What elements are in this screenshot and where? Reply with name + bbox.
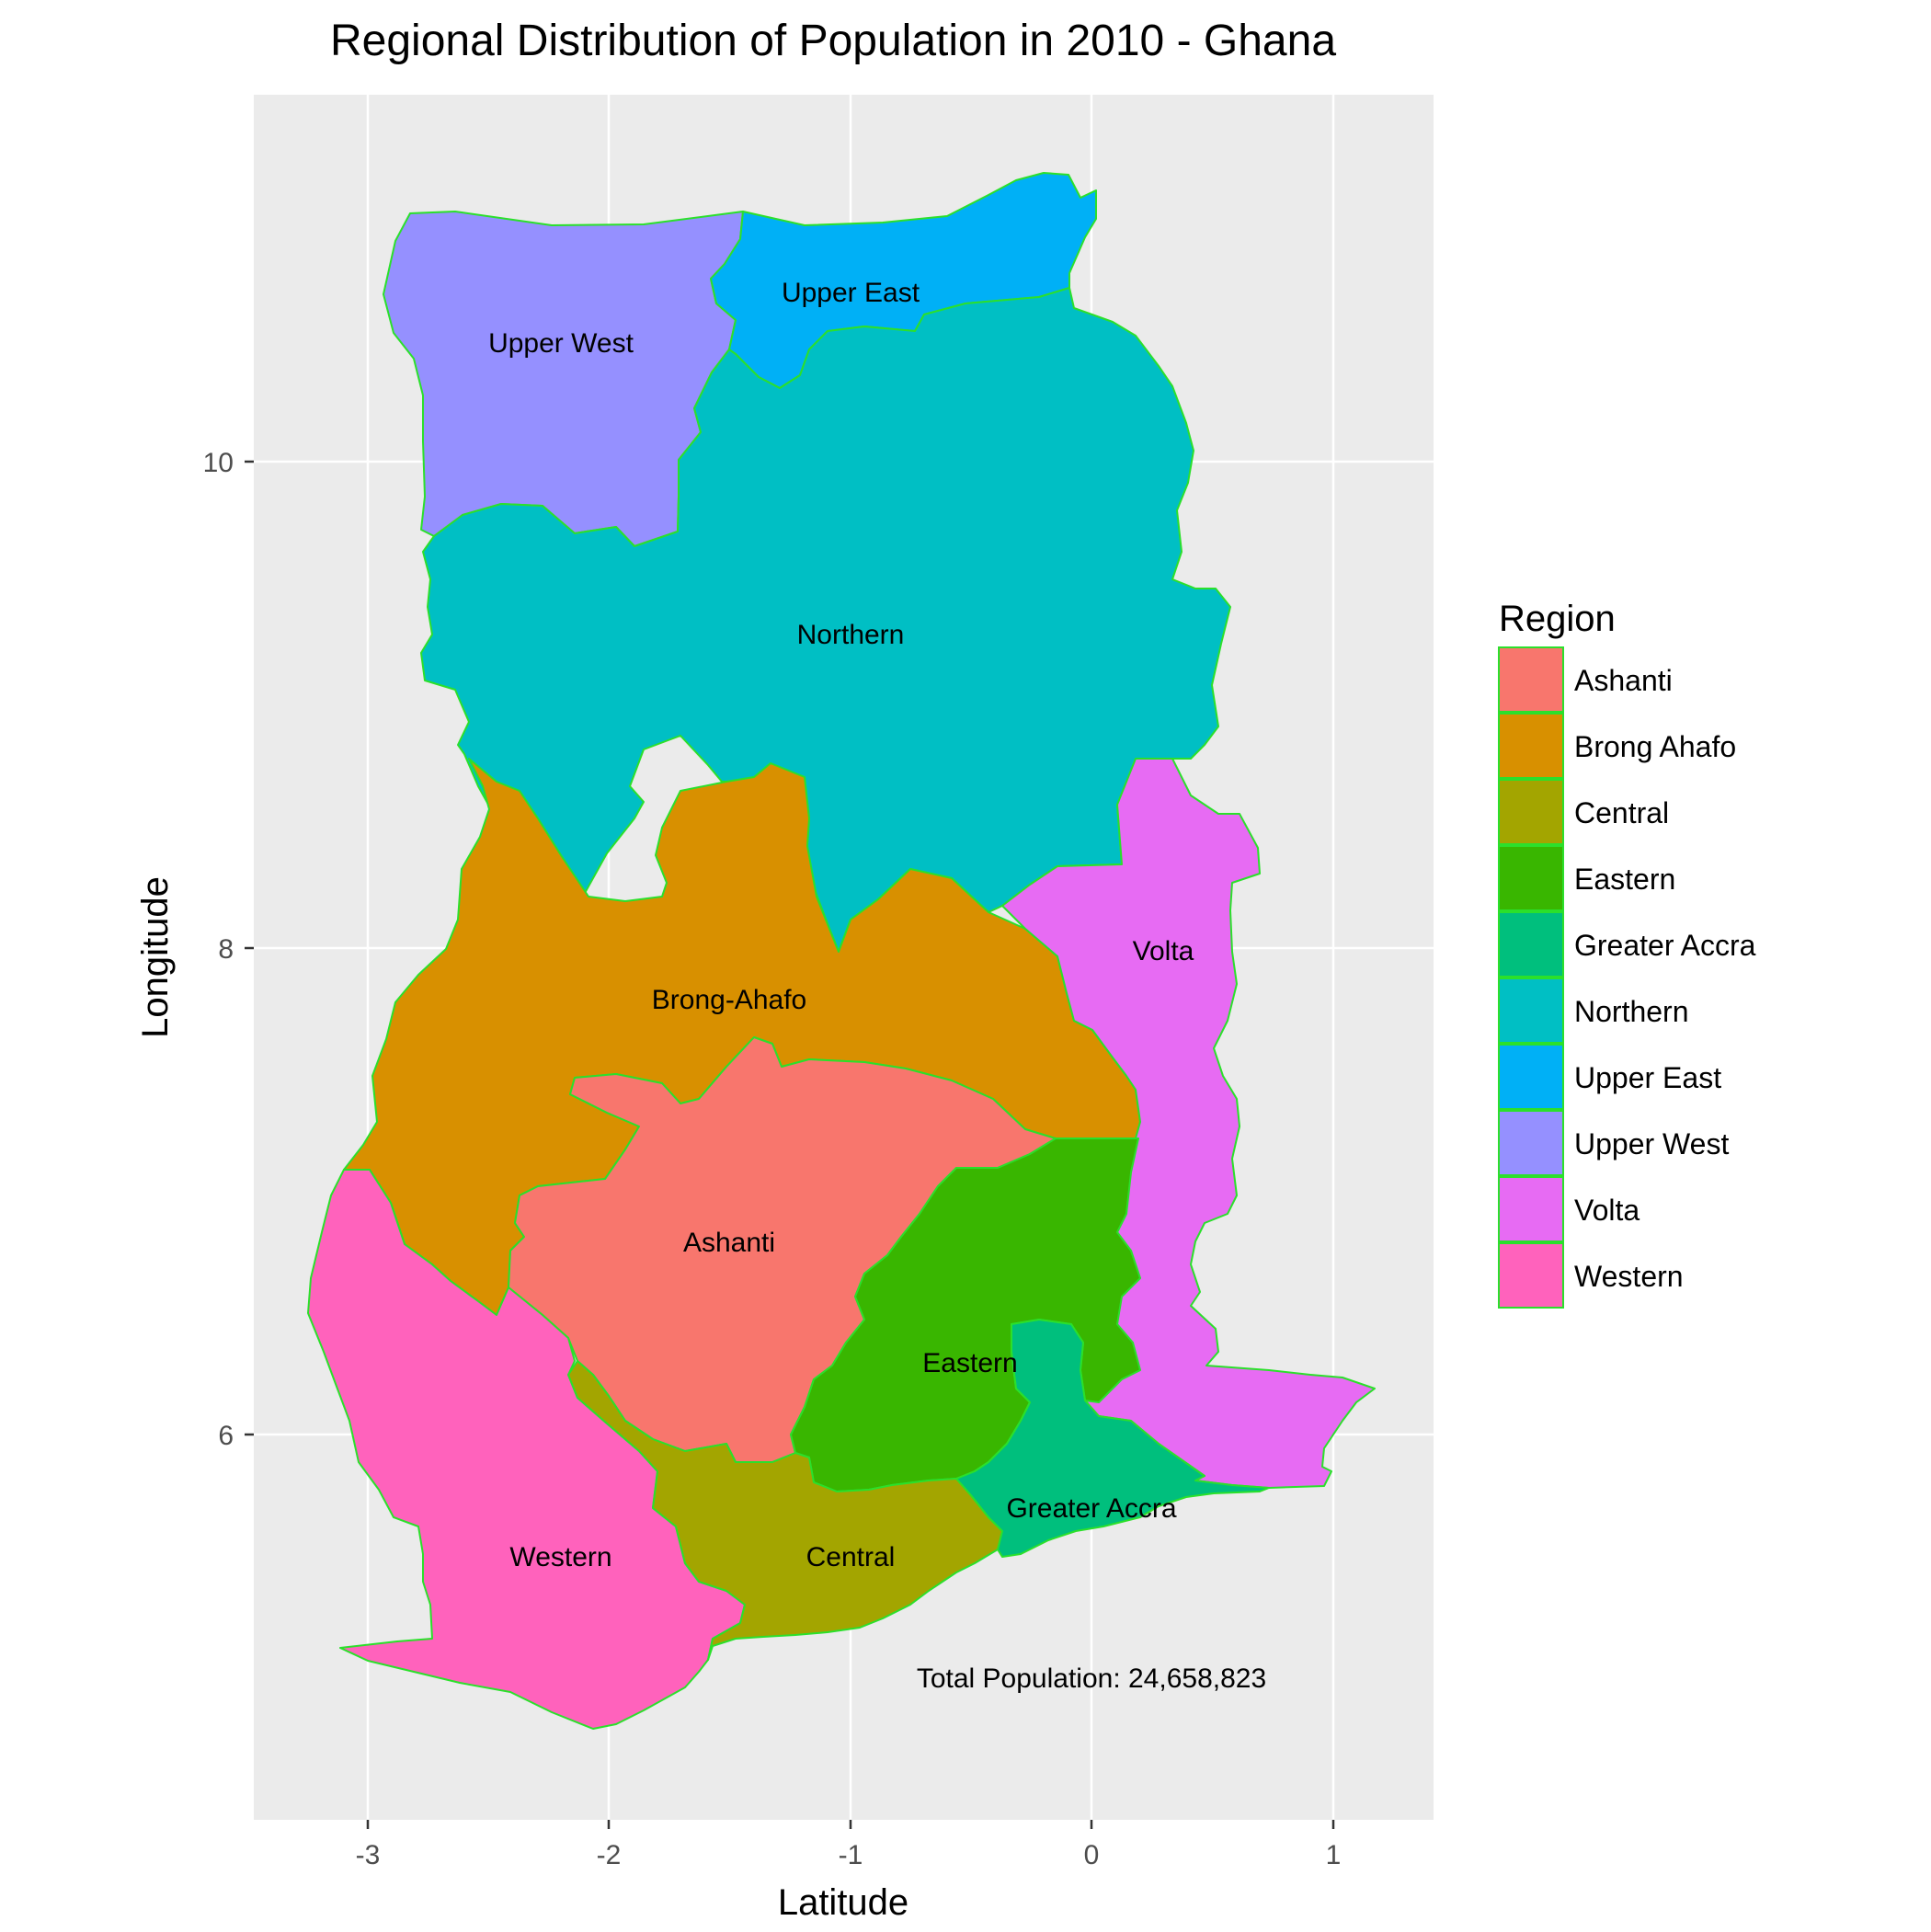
legend-label: Central: [1574, 796, 1669, 829]
region-labels: Upper West Upper East Northern Brong-Aha…: [488, 278, 1194, 1572]
legend-entry-upper-east[interactable]: Upper East: [1498, 1044, 1721, 1110]
legend-label: Upper East: [1574, 1061, 1721, 1094]
legend-label: Ashanti: [1574, 664, 1673, 697]
y-tick-label: 6: [218, 1421, 234, 1451]
region-label-upper-east: Upper East: [782, 278, 920, 308]
x-tick-label: -3: [356, 1840, 381, 1870]
legend-label: Greater Accra: [1574, 929, 1756, 962]
legend-entry-greater-accra[interactable]: Greater Accra: [1498, 911, 1756, 977]
legend-swatch: [1498, 713, 1564, 779]
region-label-greater-accra: Greater Accra: [1006, 1493, 1176, 1524]
region-label-volta: Volta: [1133, 936, 1194, 966]
legend-label: Northern: [1574, 995, 1689, 1028]
total-population-annotation: Total Population: 24,658,823: [917, 1663, 1266, 1694]
legend-label: Upper West: [1574, 1127, 1729, 1160]
legend-swatch: [1498, 977, 1564, 1044]
region-greater-accra[interactable]: [955, 1319, 1270, 1558]
legend-entry-volta[interactable]: Volta: [1498, 1176, 1640, 1242]
region-central[interactable]: [567, 1360, 1003, 1661]
x-tick-label: 0: [1084, 1840, 1100, 1870]
legend-label: Eastern: [1574, 863, 1675, 896]
region-label-eastern: Eastern: [922, 1348, 1017, 1378]
region-western[interactable]: [307, 1169, 746, 1730]
legend-entry-upper-west[interactable]: Upper West: [1498, 1110, 1729, 1176]
legend-swatch: [1498, 779, 1564, 845]
legend-swatch: [1498, 1044, 1564, 1110]
legend-label: Volta: [1574, 1194, 1640, 1227]
map-title: Regional Distribution of Population in 2…: [330, 17, 1336, 65]
legend-entry-northern[interactable]: Northern: [1498, 977, 1689, 1044]
axis-ticks: [245, 460, 1335, 1829]
y-tick-label: 8: [218, 934, 234, 965]
region-label-brong-ahafo: Brong-Ahafo: [652, 985, 806, 1015]
legend-entry-eastern[interactable]: Eastern: [1498, 845, 1675, 911]
region-label-upper-west: Upper West: [488, 328, 634, 359]
legend: Region Ashanti Brong Ahafo Central Easte…: [1498, 599, 1756, 1309]
y-tick-labels: 10 8 6: [203, 448, 234, 1451]
region-label-central: Central: [806, 1542, 896, 1572]
y-axis-title: Longitude: [135, 876, 176, 1038]
legend-swatch: [1498, 911, 1564, 977]
x-axis-title: Latitude: [778, 1882, 908, 1923]
legend-entry-brong-ahafo[interactable]: Brong Ahafo: [1498, 713, 1736, 779]
legend-label: Brong Ahafo: [1574, 730, 1736, 763]
x-tick-label: 1: [1326, 1840, 1342, 1870]
region-label-northern: Northern: [797, 620, 905, 650]
legend-entry-central[interactable]: Central: [1498, 779, 1669, 845]
legend-swatch: [1498, 845, 1564, 911]
legend-swatch: [1498, 1176, 1564, 1242]
x-tick-label: -1: [839, 1840, 863, 1870]
region-label-ashanti: Ashanti: [683, 1228, 775, 1258]
legend-label: Western: [1574, 1260, 1684, 1293]
legend-swatch: [1498, 1110, 1564, 1176]
y-tick-label: 10: [203, 448, 234, 478]
regions: [307, 172, 1376, 1730]
legend-entry-western[interactable]: Western: [1498, 1242, 1684, 1309]
legend-swatch: [1498, 1242, 1564, 1309]
legend-title: Region: [1499, 599, 1616, 639]
x-tick-labels: -3 -2 -1 0 1: [356, 1840, 1342, 1870]
legend-entry-ashanti[interactable]: Ashanti: [1498, 646, 1673, 713]
region-label-western: Western: [509, 1542, 611, 1572]
legend-swatch: [1498, 646, 1564, 713]
x-tick-label: -2: [597, 1840, 622, 1870]
